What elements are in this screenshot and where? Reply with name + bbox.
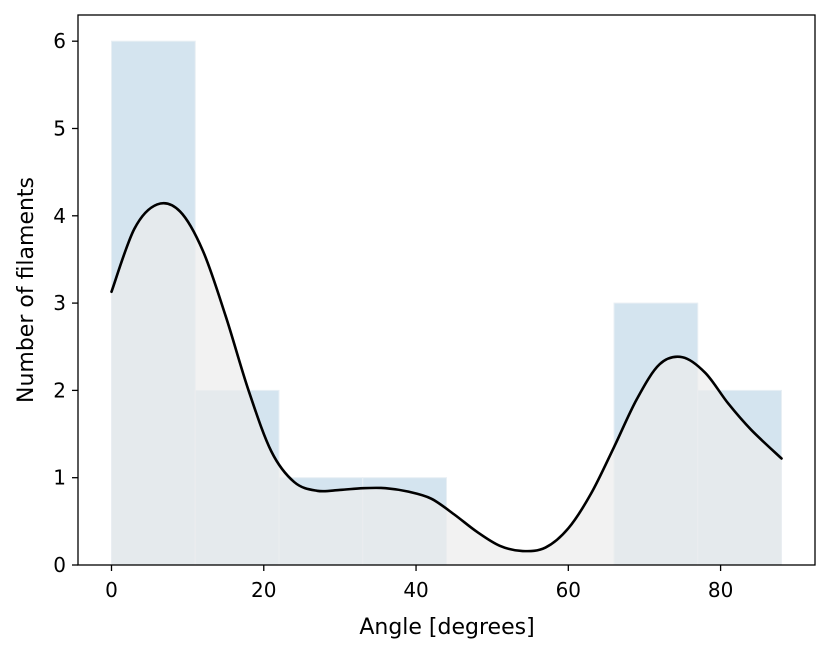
x-tick-label: 60 [556, 578, 581, 602]
y-tick-label: 3 [53, 291, 66, 315]
density-fill [111, 203, 782, 565]
y-axis-label: Number of filaments [14, 177, 39, 403]
y-tick-label: 6 [53, 29, 66, 53]
x-axis-label: Angle [degrees] [359, 615, 534, 640]
x-tick-label: 80 [708, 578, 733, 602]
plot-area [110, 40, 783, 566]
axes: 0 20 40 60 80 0 1 2 3 4 5 6 [53, 14, 816, 602]
x-tick-label: 0 [105, 578, 118, 602]
x-tick-label: 40 [403, 578, 428, 602]
y-tick-label: 2 [53, 378, 66, 402]
density-curve [110, 201, 783, 553]
y-tick-label: 4 [53, 204, 66, 228]
y-tick-label: 5 [53, 116, 66, 140]
y-tick-label: 0 [53, 553, 66, 577]
plot-frame [77, 14, 816, 566]
x-tick-label: 20 [251, 578, 276, 602]
y-tick-label: 1 [53, 466, 66, 490]
